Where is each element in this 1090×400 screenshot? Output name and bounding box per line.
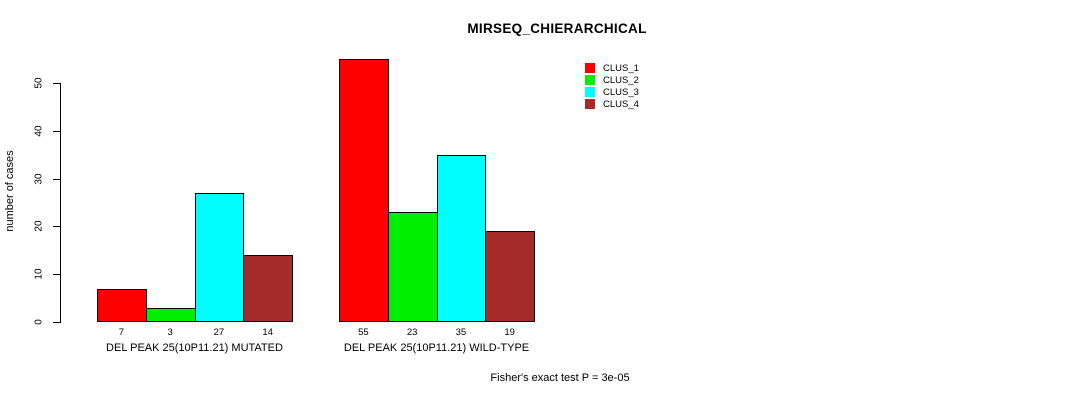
bar-value-label: 35 — [455, 327, 467, 338]
bar-value-label: 14 — [262, 327, 273, 338]
bar-clus_3 — [436, 155, 487, 322]
y-axis-tick — [53, 226, 60, 228]
legend-item-clus_2: CLUS_2 — [585, 74, 639, 86]
y-axis-tick — [53, 83, 60, 84]
y-axis-tick-label: 20 — [33, 220, 45, 232]
footnote-text: Fisher's exact test P = 3e-05 — [490, 372, 630, 384]
y-axis-tick-label: 0 — [33, 319, 45, 325]
bar-clus_2 — [145, 308, 196, 322]
chart-title: MIRSEQ_CHIERARCHICAL — [467, 21, 647, 36]
y-axis-line — [60, 83, 61, 323]
bar-value-label: 55 — [358, 327, 369, 338]
legend-label: CLUS_2 — [603, 74, 639, 86]
legend-item-clus_1: CLUS_1 — [585, 62, 639, 74]
bar-clus_4 — [243, 255, 293, 322]
legend-label: CLUS_3 — [603, 86, 639, 98]
y-axis-tick — [53, 274, 60, 276]
bar-value-label: 7 — [118, 327, 125, 338]
y-axis-tick-label: 30 — [33, 173, 45, 185]
legend-swatch — [585, 63, 595, 73]
bar-value-label: 19 — [504, 327, 515, 338]
bar-value-label: 23 — [406, 327, 418, 338]
legend-item-clus_4: CLUS_4 — [585, 98, 639, 110]
bar-clus_1 — [339, 59, 389, 322]
y-axis-label: number of cases — [4, 150, 16, 232]
bar-clus_3 — [194, 193, 245, 322]
bar-clus_1 — [97, 289, 147, 322]
legend-item-clus_3: CLUS_3 — [585, 86, 639, 98]
bar-value-label: 3 — [167, 327, 173, 338]
y-axis-tick — [53, 322, 60, 323]
x-group-label: DEL PEAK 25(10P11.21) WILD-TYPE — [343, 342, 530, 354]
x-group-label: DEL PEAK 25(10P11.21) MUTATED — [106, 342, 283, 354]
y-axis-tick — [53, 178, 60, 180]
legend-label: CLUS_4 — [603, 98, 639, 110]
legend-swatch — [585, 75, 595, 85]
y-axis-tick-label: 10 — [33, 268, 45, 280]
legend-swatch — [585, 99, 595, 109]
bar-value-label: 27 — [213, 327, 225, 338]
y-axis-tick-label: 50 — [33, 77, 45, 89]
y-axis-tick — [53, 130, 60, 132]
legend-label: CLUS_1 — [603, 62, 639, 74]
legend: CLUS_1 CLUS_2 CLUS_3 CLUS_4 — [585, 62, 639, 110]
y-axis-tick-label: 40 — [33, 125, 45, 137]
bar-clus_2 — [387, 212, 438, 322]
bar-clus_4 — [485, 231, 535, 322]
legend-swatch — [585, 87, 595, 97]
